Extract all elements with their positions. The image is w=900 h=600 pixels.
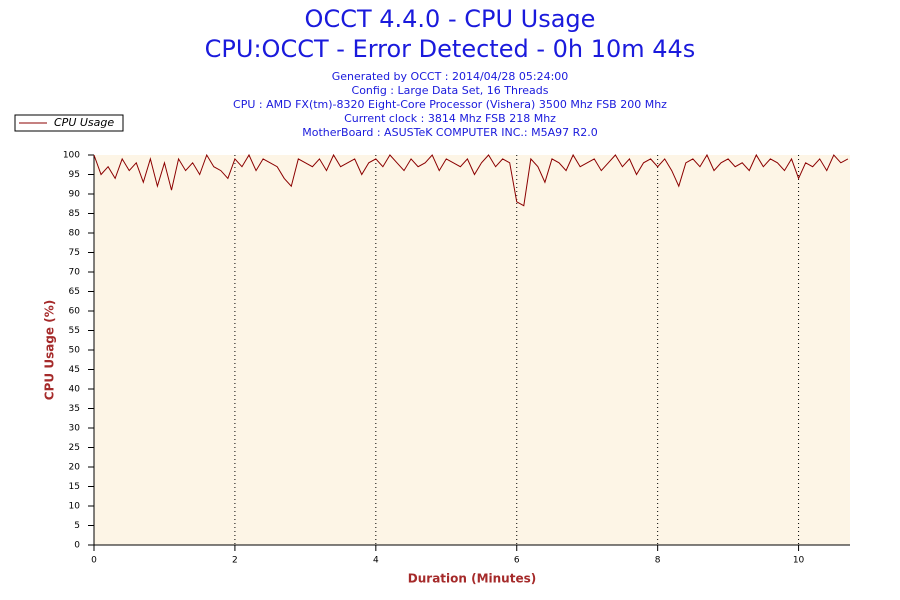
y-tick-label: 55 [69, 326, 80, 336]
y-tick-label: 15 [69, 482, 80, 492]
data-line [93, 153, 849, 207]
y-tick-label: 60 [69, 307, 81, 317]
y-tick-label: 45 [69, 365, 80, 375]
y-tick-label: 85 [69, 209, 80, 219]
x-tick-label: 0 [91, 556, 97, 566]
y-tick-label: 10 [69, 502, 81, 512]
y-axis-label: CPU Usage (%) [43, 300, 57, 400]
y-tick-label: 35 [69, 404, 80, 414]
legend-box [14, 114, 124, 132]
y-tick-label: 20 [69, 463, 81, 473]
x-tick-label: 6 [514, 556, 520, 566]
info-line: Generated by OCCT : 2014/04/28 05:24:00 [332, 70, 569, 83]
x-tick-label: 4 [373, 556, 379, 566]
y-tick-label: 5 [74, 521, 80, 531]
x-tick-label: 10 [793, 556, 805, 566]
y-tick-label: 40 [69, 385, 81, 395]
info-lines: Generated by OCCT : 2014/04/28 05:24:00C… [233, 70, 667, 139]
x-axis-label: Duration (Minutes) [408, 572, 536, 586]
legend: CPU Usage [14, 114, 124, 132]
y-tick-label: 50 [69, 346, 81, 356]
chart-title: OCCT 4.4.0 - CPU Usage [305, 5, 596, 33]
chart-subtitle: CPU:OCCT - Error Detected - 0h 10m 44s [205, 35, 696, 63]
x-tick-label: 8 [655, 556, 661, 566]
y-tick-label: 100 [63, 151, 80, 161]
x-tick-label: 2 [232, 556, 238, 566]
y-tick-label: 25 [69, 443, 80, 453]
y-tick-label: 80 [69, 229, 81, 239]
plot-area [94, 155, 850, 545]
info-line: Config : Large Data Set, 16 Threads [352, 84, 549, 97]
legend-label: CPU Usage [54, 116, 114, 129]
y-tick-label: 95 [69, 170, 80, 180]
y-tick-label: 30 [69, 424, 81, 434]
info-line: MotherBoard : ASUSTeK COMPUTER INC.: M5A… [302, 126, 598, 139]
info-line: CPU : AMD FX(tm)-8320 Eight-Core Process… [233, 98, 667, 111]
y-tick-label: 70 [69, 268, 81, 278]
y-tick-label: 90 [69, 190, 81, 200]
y-tick-label: 65 [69, 287, 80, 297]
y-tick-label: 75 [69, 248, 80, 258]
info-line: Current clock : 3814 Mhz FSB 218 Mhz [344, 112, 556, 125]
y-tick-label: 0 [74, 541, 80, 551]
